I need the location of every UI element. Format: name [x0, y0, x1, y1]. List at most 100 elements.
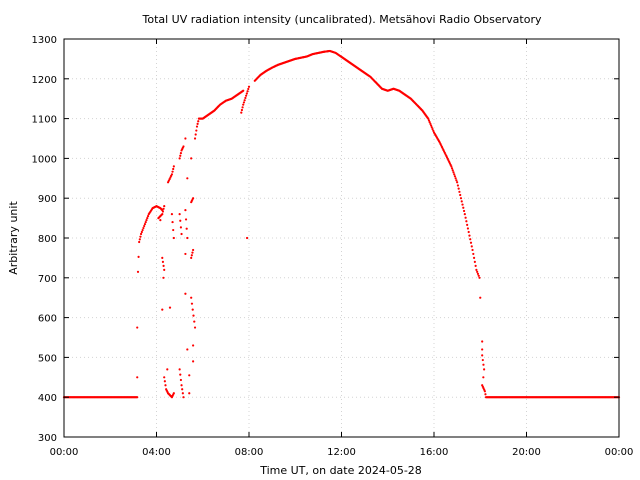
data-point [240, 108, 244, 112]
data-point [472, 256, 476, 259]
data-point [469, 241, 473, 244]
data-point [470, 245, 473, 248]
data-point [138, 238, 141, 241]
data-point [190, 157, 193, 160]
grid [64, 39, 619, 437]
data-point [453, 173, 456, 176]
data-point [430, 124, 433, 127]
data-point [143, 222, 147, 226]
data-point [188, 392, 191, 395]
data-point [145, 218, 148, 222]
data-point [178, 213, 181, 216]
data-point [163, 380, 166, 383]
data-point [429, 122, 432, 125]
data-point [195, 129, 198, 132]
data-point [192, 248, 195, 252]
data-point [192, 344, 195, 347]
data-point [163, 268, 166, 271]
data-point [474, 264, 477, 267]
y-tick-label: 1100 [32, 115, 57, 126]
data-point [146, 217, 149, 220]
data-point [465, 220, 468, 223]
data-point [172, 228, 175, 232]
data-point [186, 348, 189, 351]
data-point [246, 90, 249, 93]
data-point [190, 296, 193, 299]
data-point [172, 167, 175, 171]
data-point [466, 223, 469, 226]
data-point [179, 151, 183, 155]
data-point [484, 393, 487, 396]
data-point [242, 103, 245, 106]
data-point [472, 252, 475, 256]
data-point [172, 236, 175, 240]
data-point [161, 256, 164, 259]
data-point [136, 376, 139, 379]
data-point [473, 260, 476, 263]
data-point [466, 227, 470, 230]
data-point [162, 276, 165, 279]
y-tick-label: 900 [38, 194, 57, 205]
data-point [138, 240, 141, 244]
data-point [188, 374, 191, 377]
data-point [481, 348, 484, 351]
data-point [482, 363, 485, 366]
data-point [144, 220, 147, 224]
x-tick-label: 08:00 [235, 447, 264, 458]
data-point [161, 260, 165, 263]
data-point [454, 177, 457, 180]
data-point [428, 120, 431, 124]
data-point [186, 177, 189, 180]
x-axis-label: Time UT, on date 2024-05-28 [259, 464, 422, 477]
data-point [247, 87, 250, 91]
data-point [461, 203, 464, 206]
x-tick-label: 12:00 [327, 447, 356, 458]
data-point [481, 354, 484, 357]
data-point [186, 236, 189, 240]
y-tick-label: 600 [38, 314, 57, 325]
data-point [185, 227, 188, 230]
data-point [161, 308, 164, 311]
data-point [137, 255, 140, 258]
data-point [142, 226, 145, 230]
data-point [462, 206, 465, 209]
data-point [427, 119, 431, 122]
data-point [190, 256, 193, 259]
y-tick-label: 700 [38, 274, 57, 285]
data-point [179, 378, 183, 382]
data-point [457, 187, 460, 190]
data-point [170, 173, 174, 176]
data-point [180, 384, 183, 387]
data-point [184, 218, 188, 221]
data-point [161, 213, 164, 216]
data-point [191, 251, 194, 254]
y-axis-label: Arbitrary unit [7, 201, 20, 275]
y-tick-label: 500 [38, 353, 57, 364]
data-point [178, 157, 181, 160]
data-point [450, 165, 453, 168]
data-point [459, 197, 463, 200]
y-tick-label: 300 [38, 433, 57, 444]
data-point [171, 170, 174, 173]
data-point [190, 302, 194, 305]
data-point [179, 373, 182, 376]
data-point [453, 175, 457, 178]
data-point [192, 360, 195, 363]
data-point [455, 179, 458, 182]
data-point [182, 396, 185, 399]
data-point [181, 388, 184, 391]
data-point [172, 165, 175, 168]
x-tick-label: 00:00 [50, 447, 79, 458]
data-point [193, 137, 197, 140]
data-point [182, 145, 185, 148]
data-point [162, 264, 165, 267]
data-point [427, 117, 430, 120]
data-point [161, 210, 165, 213]
y-axis: 300 400 500 600 700 800 900 1000 1100 1200 1300 [32, 35, 619, 444]
data-point [195, 125, 199, 128]
data-point [459, 193, 462, 197]
data-point [178, 368, 181, 371]
data-point [162, 207, 165, 210]
data-point [247, 85, 251, 88]
data-point [194, 133, 197, 136]
